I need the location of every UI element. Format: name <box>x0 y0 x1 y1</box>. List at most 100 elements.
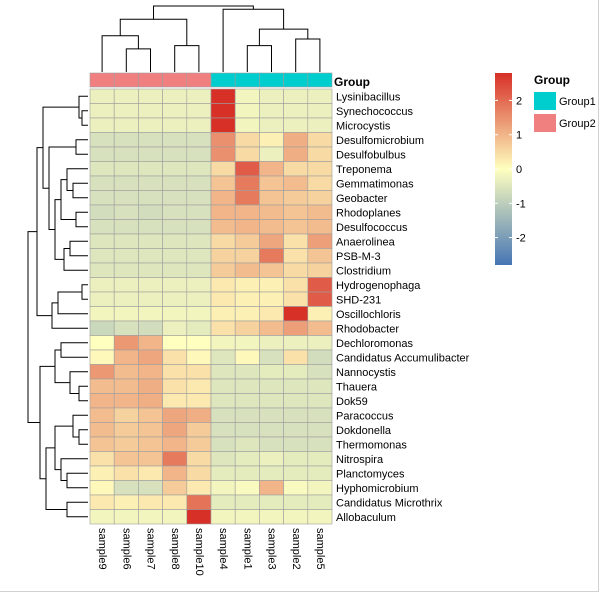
heatmap-cell <box>113 248 139 264</box>
heatmap-cell <box>234 88 260 104</box>
heatmap-cell <box>89 436 115 452</box>
dendrogram-branch <box>295 38 321 72</box>
heatmap-cell <box>307 175 333 191</box>
group-legend-title: Group <box>534 73 570 87</box>
heatmap-cell <box>89 320 115 336</box>
annotation-cell <box>186 72 212 88</box>
heatmap-cell <box>186 465 212 481</box>
heatmap-cell <box>307 117 333 133</box>
heatmap-cell <box>259 248 284 264</box>
dendrogram-branch <box>78 95 88 119</box>
heatmap-cell <box>259 219 284 235</box>
heatmap-cell <box>113 291 139 307</box>
heatmap-cell <box>162 306 188 322</box>
heatmap-cell <box>210 248 236 264</box>
annotation-cell <box>210 72 236 88</box>
heatmap-cell <box>186 364 212 380</box>
heatmap-cell <box>259 262 284 278</box>
row-dendrogram <box>27 95 88 518</box>
heatmap-cell <box>283 393 309 409</box>
heatmap-cell <box>307 349 333 365</box>
heatmap-cell <box>162 436 188 452</box>
heatmap-cell <box>210 146 236 162</box>
heatmap-cell <box>234 509 260 525</box>
heatmap-cell <box>162 161 188 177</box>
column-label: sample6 <box>120 528 132 570</box>
heatmap-cell <box>283 306 309 322</box>
heatmap-cell <box>259 291 284 307</box>
heatmap-cell <box>113 393 139 409</box>
heatmap-cell <box>113 480 139 496</box>
heatmap-cell <box>186 117 212 133</box>
heatmap-cell <box>283 422 309 438</box>
heatmap-cell <box>113 117 139 133</box>
heatmap-cell <box>162 393 188 409</box>
row-label: Desulfobulbus <box>336 149 406 161</box>
heatmap-cell <box>138 248 163 264</box>
heatmap-cell <box>138 190 163 206</box>
heatmap-cell <box>283 132 309 148</box>
heatmap-cell <box>138 451 163 467</box>
heatmap-cell <box>138 364 163 380</box>
heatmap-cell <box>234 233 260 249</box>
dendrogram-branch <box>78 385 88 402</box>
heatmap-cell <box>138 335 163 351</box>
row-label: Anaerolinea <box>336 236 396 248</box>
heatmap-cell <box>307 407 333 423</box>
heatmap-cell <box>138 88 163 104</box>
dendrogram-branch <box>246 45 272 72</box>
heatmap-cell <box>162 335 188 351</box>
heatmap-cell <box>89 422 115 438</box>
heatmap-cell <box>113 407 139 423</box>
heatmap-cell <box>307 219 333 235</box>
heatmap-cell <box>186 422 212 438</box>
heatmap-cell <box>307 233 333 249</box>
heatmap-cell <box>234 248 260 264</box>
heatmap-cell <box>259 407 284 423</box>
dendrogram-branch <box>174 45 200 72</box>
heatmap-cell <box>210 161 236 177</box>
dendrogram-branch <box>153 5 254 20</box>
heatmap-cell <box>307 393 333 409</box>
row-label: Hydrogenophaga <box>336 280 421 292</box>
row-label: Clostridium <box>336 265 391 277</box>
heatmap-cell <box>89 465 115 481</box>
heatmap-cell <box>89 335 115 351</box>
heatmap-cell <box>283 480 309 496</box>
heatmap-cell <box>307 306 333 322</box>
group-legend-label: Group1 <box>559 96 596 108</box>
heatmap-cell <box>89 306 115 322</box>
heatmap-cell <box>113 277 139 293</box>
heatmap-cell <box>186 248 212 264</box>
heatmap-cell <box>89 117 115 133</box>
heatmap-cell <box>162 132 188 148</box>
dendrogram-branch <box>63 248 88 271</box>
heatmap-cell <box>162 233 188 249</box>
column-label: sample10 <box>193 528 205 576</box>
heatmap-cell <box>283 204 309 220</box>
heatmap-cell <box>283 335 309 351</box>
heatmap-cell <box>234 190 260 206</box>
heatmap-cell <box>259 306 284 322</box>
heatmap-cell <box>186 306 212 322</box>
dendrogram-branch <box>66 501 88 518</box>
annotation-cell <box>113 72 139 88</box>
dendrogram-branch <box>48 146 76 230</box>
heatmap-cell <box>234 219 260 235</box>
colorbar-tick-label: -1 <box>516 198 526 210</box>
group-legend-swatch <box>534 114 556 132</box>
heatmap-cell <box>89 393 115 409</box>
column-label: sample9 <box>96 528 108 570</box>
row-label: Dechloromonas <box>336 338 414 350</box>
annotation-cell <box>234 72 260 88</box>
heatmap-cell <box>234 146 260 162</box>
heatmap-cell <box>234 480 260 496</box>
row-label: Microcystis <box>336 120 391 132</box>
heatmap-cell <box>259 175 284 191</box>
heatmap-cell <box>210 175 236 191</box>
heatmap-cell <box>138 509 163 525</box>
heatmap-cell <box>162 262 188 278</box>
heatmap-cell <box>283 103 309 119</box>
row-label: Thermomonas <box>336 439 407 451</box>
heatmap-cell <box>307 509 333 525</box>
